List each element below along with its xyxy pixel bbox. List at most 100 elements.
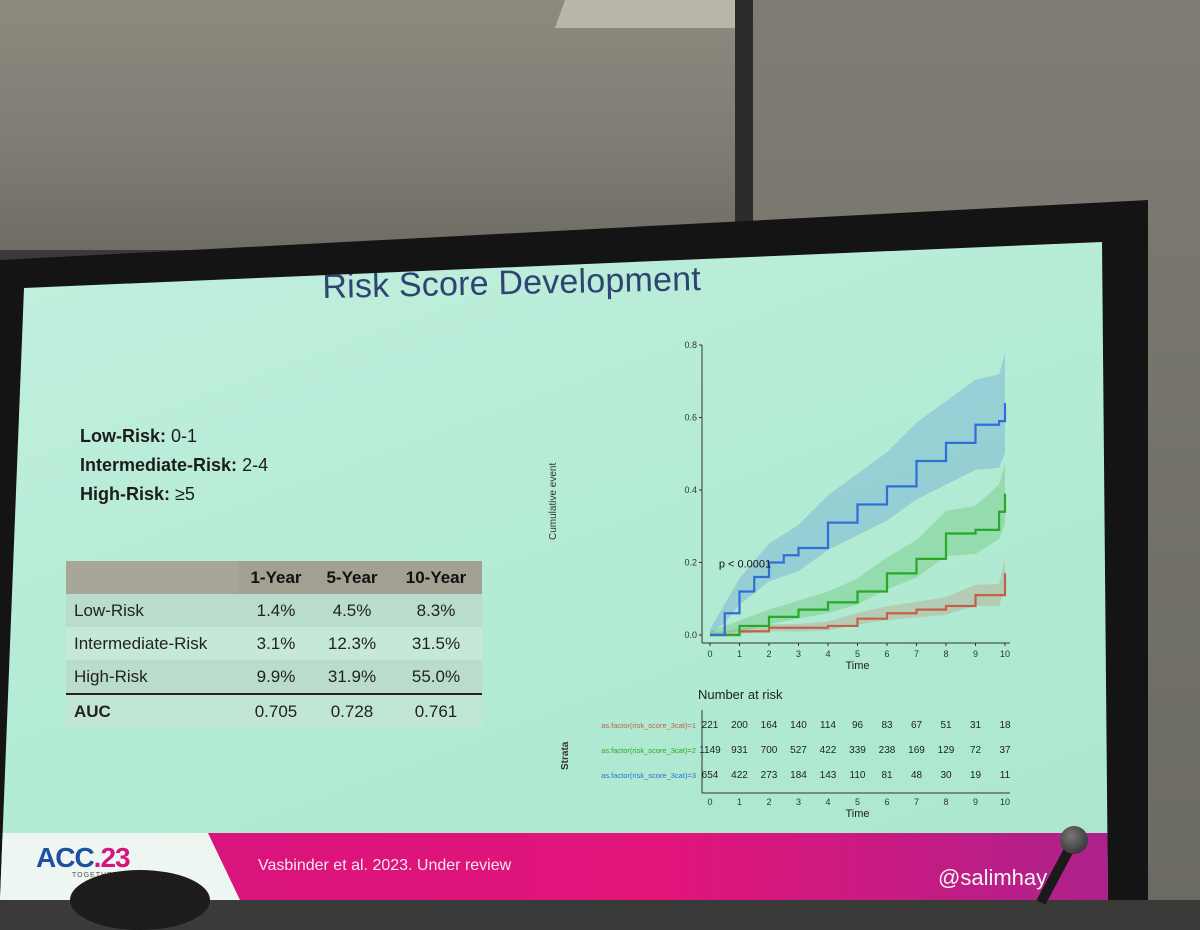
risk-count: 129	[938, 745, 955, 756]
risk-count: 200	[731, 720, 748, 731]
table-cell: 0.705	[238, 693, 314, 728]
y-tick-label: 0.8	[684, 340, 697, 350]
table-cell: 55.0%	[390, 660, 482, 694]
risk-x-tick-label: 2	[766, 797, 771, 807]
y-tick-label: 0.4	[684, 485, 697, 495]
table-row: High-Risk 9.9% 31.9% 55.0%	[66, 660, 482, 694]
risk-x-tick-label: 0	[707, 797, 712, 807]
p-value-annotation: p < 0.0001	[719, 559, 771, 571]
risk-count: 422	[820, 745, 837, 756]
x-tick-label: 10	[1000, 649, 1010, 659]
table-cell: 1.4%	[238, 594, 314, 627]
x-tick-label: 0	[707, 649, 712, 659]
projected-slide: Risk Score Development Low-Risk: 0-1 Int…	[0, 242, 1108, 900]
row-label: High-Risk	[66, 660, 238, 694]
risk-count: 700	[761, 745, 778, 756]
risk-count: 96	[852, 720, 864, 731]
table-cell: 0.761	[390, 693, 482, 728]
risk-count: 140	[790, 720, 807, 731]
legend-row-intermediate: Intermediate-Risk: 2-4	[80, 451, 268, 480]
footer-band	[208, 833, 1108, 900]
risk-x-tick-label: 10	[1000, 797, 1010, 807]
table-cell: 31.5%	[390, 627, 482, 660]
legend-range: ≥5	[175, 484, 195, 504]
legend-row-high: High-Risk: ≥5	[80, 480, 268, 509]
y-tick-label: 0.0	[684, 630, 697, 640]
risk-legend: Low-Risk: 0-1 Intermediate-Risk: 2-4 Hig…	[80, 422, 268, 509]
confidence-band	[710, 352, 1005, 635]
strata-label: as.factor(risk_score_3cat)=2	[601, 746, 696, 755]
table-row: Low-Risk 1.4% 4.5% 8.3%	[66, 594, 482, 627]
risk-x-tick-label: 9	[973, 797, 978, 807]
risk-count: 81	[881, 770, 893, 781]
risk-count: 184	[790, 770, 807, 781]
x-tick-label: 3	[796, 649, 801, 659]
legend-range: 2-4	[242, 455, 269, 475]
risk-x-tick-label: 1	[737, 797, 742, 807]
x-tick-label: 8	[943, 649, 948, 659]
table-header-row: 1-Year 5-Year 10-Year	[66, 561, 482, 594]
x-tick-label: 2	[766, 649, 771, 659]
acc-logo-year: .23	[93, 842, 131, 873]
risk-count: 30	[940, 770, 952, 781]
risk-count: 11	[1000, 770, 1011, 781]
legend-label: Low-Risk:	[80, 426, 167, 446]
risk-x-tick-label: 3	[796, 797, 801, 807]
legend-label: High-Risk:	[80, 484, 170, 504]
acc-logo: ACC.23	[36, 842, 131, 874]
table-row: Intermediate-Risk 3.1% 12.3% 31.5%	[66, 627, 482, 660]
risk-count: 37	[999, 745, 1011, 756]
legend-range: 0-1	[171, 426, 198, 446]
risk-count: 67	[911, 720, 923, 731]
risk-count: 1149	[699, 745, 721, 756]
risk-count: 339	[849, 745, 866, 756]
risk-count: 238	[879, 745, 896, 756]
risk-x-tick-label: 6	[884, 797, 889, 807]
audience-head	[70, 870, 210, 930]
table-cell: 0.728	[314, 693, 390, 728]
legend-row-low: Low-Risk: 0-1	[80, 422, 268, 451]
citation: Vasbinder et al. 2023. Under review	[258, 857, 512, 874]
strata-label: as.factor(risk_score_3cat)=3	[601, 771, 696, 780]
table-header: 10-Year	[390, 561, 482, 594]
risk-x-tick-label: 7	[914, 797, 919, 807]
table-header: 5-Year	[314, 561, 390, 594]
risk-count: 143	[820, 770, 837, 781]
risk-table: 1-Year 5-Year 10-Year Low-Risk 1.4% 4.5%…	[66, 561, 482, 728]
risk-count: 654	[702, 770, 719, 781]
risk-x-axis-label: Time	[845, 808, 869, 820]
km-series-line	[710, 573, 1007, 637]
table-cell: 3.1%	[238, 627, 314, 660]
x-tick-label: 6	[884, 649, 889, 659]
row-label: AUC	[66, 693, 238, 728]
table-cell: 31.9%	[314, 660, 390, 694]
risk-count: 19	[970, 770, 982, 781]
risk-count: 527	[790, 745, 807, 756]
row-label: Low-Risk	[66, 594, 238, 627]
risk-x-tick-label: 5	[855, 797, 860, 807]
risk-count: 110	[850, 770, 866, 781]
km-series-line	[710, 493, 1007, 637]
risk-count: 51	[940, 720, 952, 731]
x-axis-label: Time	[845, 660, 869, 672]
risk-count: 18	[999, 720, 1011, 731]
row-label: Intermediate-Risk	[66, 627, 238, 660]
confidence-band	[710, 559, 1005, 635]
risk-table-title: Number at risk	[698, 687, 783, 702]
acc-logo-text: ACC	[36, 842, 95, 873]
strata-label: as.factor(risk_score_3cat)=1	[601, 721, 696, 730]
risk-x-tick-label: 8	[943, 797, 948, 807]
table-cell: 8.3%	[390, 594, 482, 627]
x-tick-label: 9	[973, 649, 978, 659]
table-cell: 4.5%	[314, 594, 390, 627]
table-row-auc: AUC 0.705 0.728 0.761	[66, 693, 482, 728]
risk-count: 114	[820, 720, 836, 731]
microphone-icon	[1060, 826, 1088, 854]
y-tick-label: 0.2	[684, 558, 697, 568]
twitter-handle: @salimhay	[938, 865, 1048, 890]
risk-count: 931	[731, 745, 748, 756]
risk-count: 273	[761, 770, 778, 781]
km-series-line	[710, 403, 1007, 637]
risk-count: 164	[761, 720, 778, 731]
